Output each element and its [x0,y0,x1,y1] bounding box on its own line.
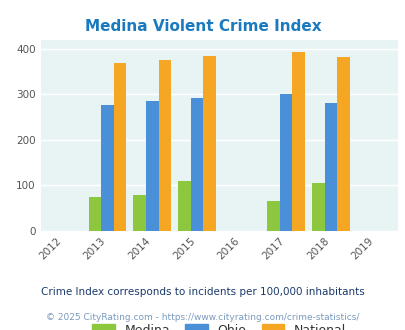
Bar [133,195,146,231]
Text: © 2025 CityRating.com - https://www.cityrating.com/crime-statistics/: © 2025 CityRating.com - https://www.city… [46,313,359,322]
Bar [158,60,171,231]
Bar [336,57,349,231]
Legend: Medina, Ohio, National: Medina, Ohio, National [85,318,352,330]
Text: Medina Violent Crime Index: Medina Violent Crime Index [85,19,320,34]
Bar [146,101,158,231]
Bar [190,98,202,231]
Bar [267,201,279,231]
Bar [279,94,292,231]
Bar [113,63,126,231]
Bar [178,181,190,231]
Bar [89,197,101,231]
Bar [324,103,336,231]
Bar [202,56,215,231]
Text: Crime Index corresponds to incidents per 100,000 inhabitants: Crime Index corresponds to incidents per… [41,287,364,297]
Bar [311,183,324,231]
Bar [292,52,304,231]
Bar [101,105,113,231]
